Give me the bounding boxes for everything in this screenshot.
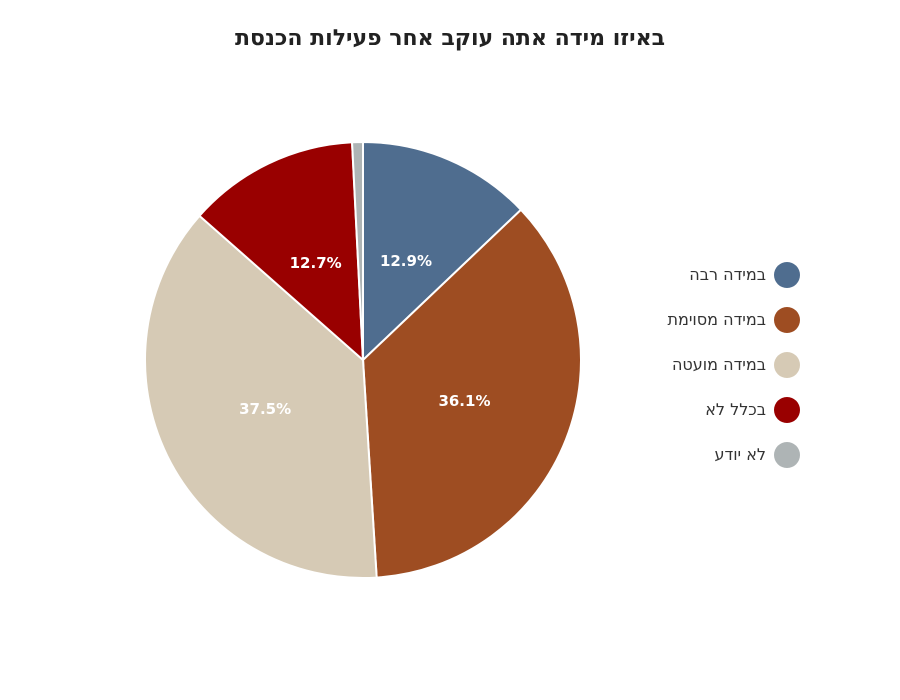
pie-slice[interactable] [350,140,364,361]
legend-swatch [774,306,800,333]
legend-item-small-extent[interactable]: במידה מועטה [600,342,800,387]
legend-item-not-at-all[interactable]: בכלל לא [600,387,800,432]
pie-slice[interactable] [362,140,523,363]
legend-label: במידה רבה [689,265,766,284]
legend-label: במידה מסוימת [667,310,766,329]
pie-slice[interactable] [361,208,582,579]
legend-item-some-extent[interactable]: במידה מסוימת [600,297,800,342]
legend-item-dont-know[interactable]: לא יודע [600,432,800,477]
slice-data-label: 12.9% [380,252,432,270]
chart-title: באיזו מידה אתה עוקב אחר פעילות הכנסת [234,26,666,51]
legend-swatch [774,396,800,423]
legend-swatch [774,351,800,378]
legend-label: בכלל לא [705,400,766,419]
legend-swatch [774,441,800,468]
legend-item-great-extent[interactable]: במידה רבה [600,252,800,297]
pie-slice[interactable] [144,214,378,579]
slice-data-label: 12.7% [290,254,342,272]
slice-data-label: 36.1% [438,392,490,410]
slice-data-label: 37.5% [239,400,291,418]
legend-label: במידה מועטה [671,355,766,374]
legend-swatch [774,261,800,288]
legend-label: לא יודע [714,445,766,464]
legend: במידה רבה במידה מסוימת במידה מועטה בכלל … [600,252,800,477]
pie-slice[interactable] [198,141,365,363]
